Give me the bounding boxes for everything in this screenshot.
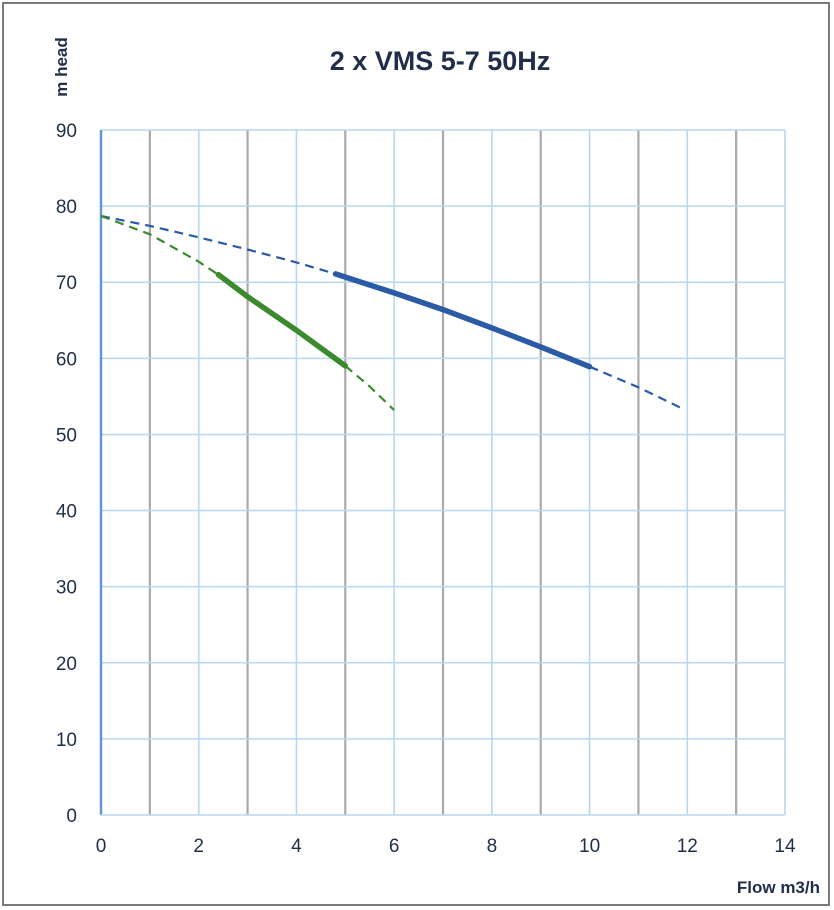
x-tick-label: 4 — [291, 836, 302, 857]
series-line-solid — [332, 271, 593, 370]
x-axis-label: Flow m3/h — [737, 878, 820, 897]
series-line-dashed — [344, 365, 395, 411]
x-tick-label: 10 — [579, 836, 600, 857]
series-group — [100, 214, 683, 411]
x-tick-label: 8 — [487, 836, 498, 857]
series-line-dashed — [100, 214, 219, 276]
x-tick-label: 2 — [193, 836, 204, 857]
y-tick-label: 0 — [66, 806, 77, 827]
x-tick-label: 14 — [774, 836, 796, 857]
y-tick-label: 80 — [56, 197, 77, 218]
y-tick-label: 60 — [56, 349, 77, 370]
tick-labels: 0 10 20 30 40 50 60 70 80 90 0 2 4 6 8 10 12 14 — [56, 121, 796, 857]
y-tick-label: 30 — [56, 578, 77, 599]
chart-title: 2 x VMS 5-7 50Hz — [330, 46, 551, 76]
x-tick-label: 6 — [389, 836, 400, 857]
y-tick-label: 90 — [56, 121, 77, 142]
series-line-dashed — [100, 214, 336, 275]
series-line-dashed — [589, 365, 683, 410]
y-axis-label: m head — [52, 37, 71, 97]
y-tick-label: 20 — [56, 654, 77, 675]
y-tick-label: 40 — [56, 502, 77, 523]
grid — [101, 129, 786, 815]
y-tick-label: 10 — [56, 730, 77, 751]
series-line-solid — [215, 271, 349, 369]
y-tick-label: 70 — [56, 273, 77, 294]
x-tick-label: 0 — [96, 836, 107, 857]
axes — [99, 130, 785, 816]
y-tick-label: 50 — [56, 425, 77, 446]
x-tick-label: 12 — [677, 836, 698, 857]
